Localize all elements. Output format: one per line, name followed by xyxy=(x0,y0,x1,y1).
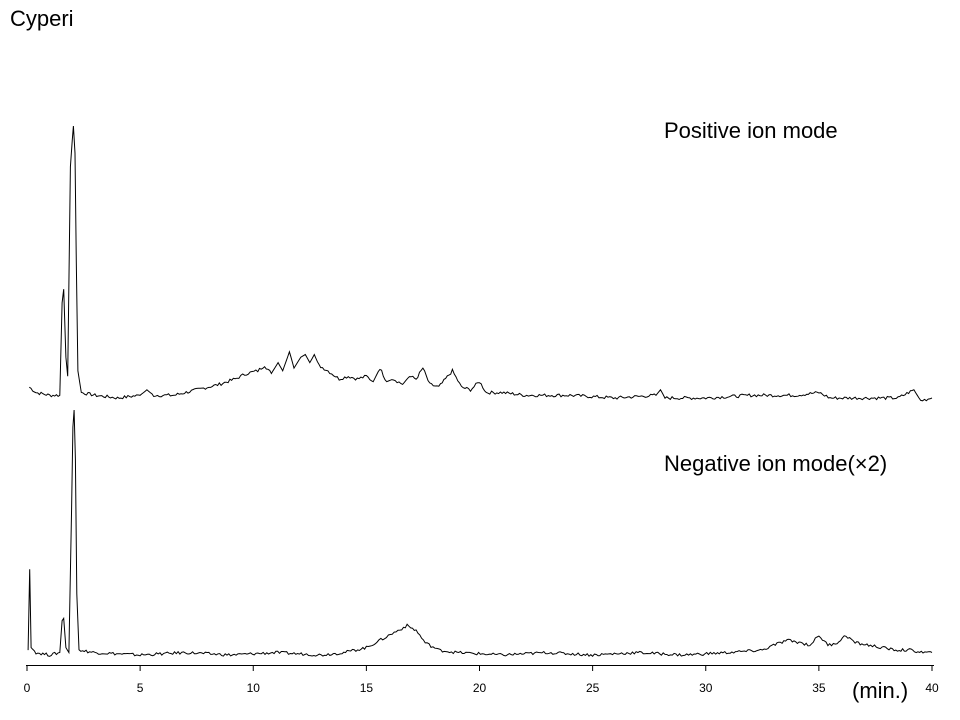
x-tick-label-20: 20 xyxy=(473,681,487,695)
negative-mode-trace xyxy=(27,409,933,658)
trace-group xyxy=(27,125,933,658)
chart-title: Cyperi xyxy=(10,6,74,31)
x-axis-ticks: 0 5 10 15 20 25 30 35 40 xyxy=(24,665,939,695)
x-tick-label-15: 15 xyxy=(360,681,374,695)
x-tick-label-10: 10 xyxy=(247,681,261,695)
x-tick-label-25: 25 xyxy=(586,681,600,695)
x-tick-label-40: 40 xyxy=(925,681,939,695)
x-tick-label-30: 30 xyxy=(699,681,713,695)
x-tick-label-5: 5 xyxy=(137,681,144,695)
positive-mode-trace xyxy=(29,125,933,402)
negative-mode-label: Negative ion mode(×2) xyxy=(664,451,888,476)
positive-mode-label: Positive ion mode xyxy=(664,118,838,143)
x-tick-label-0: 0 xyxy=(24,681,31,695)
x-axis-unit-label: (min.) xyxy=(852,678,909,703)
x-tick-label-35: 35 xyxy=(812,681,826,695)
